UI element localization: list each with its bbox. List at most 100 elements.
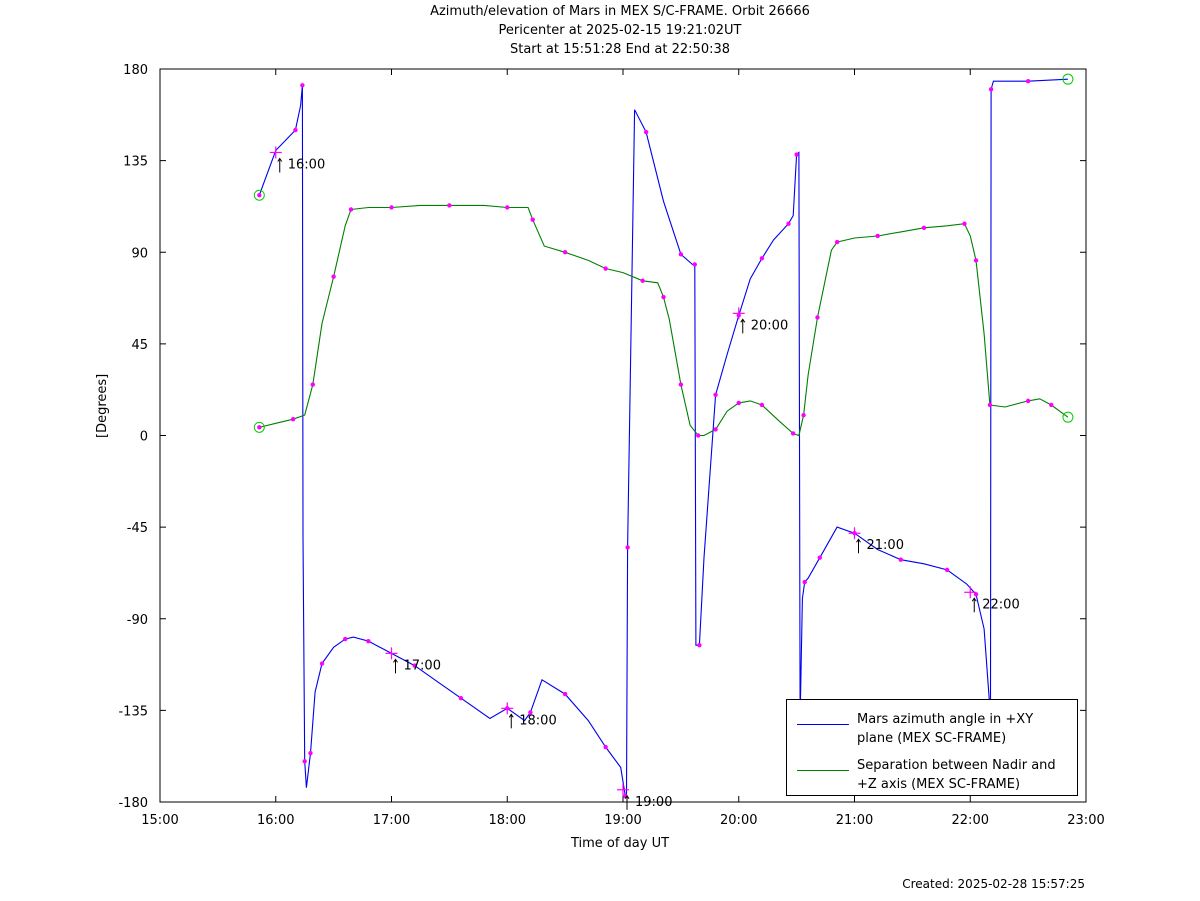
data-point-marker [348,207,354,212]
data-point-marker [412,663,417,668]
x-tick-label: 15:00 [141,813,178,828]
data-point-marker [696,433,701,438]
data-point-marker [973,258,979,263]
x-tick-label: 21:00 [836,813,873,828]
y-tick-label: 45 [131,338,148,353]
data-point-marker [661,294,666,300]
endpoint-circle-marker [1062,73,1074,85]
data-point-marker [603,744,608,750]
separation-series-line [259,204,1069,437]
data-point-marker [790,431,796,436]
x-tick-label: 20:00 [720,813,757,828]
legend-swatch-separation [797,770,849,771]
data-point-marker [366,638,371,644]
hour-annotation-label: 16:00 [288,157,325,172]
data-point-marker [293,127,298,133]
chart-subtitle-interval: Start at 15:51:28 End at 22:50:38 [509,42,731,57]
data-point-marker [713,427,718,432]
legend-label-azimuth: Mars azimuth angle in +XY plane (MEX SC-… [857,712,1034,746]
data-point-marker [389,205,394,210]
x-tick-label: 19:00 [604,813,641,828]
data-point-marker [973,592,979,597]
data-point-marker [987,402,993,408]
hour-pointer-arrow [508,713,514,718]
data-point-marker [1049,402,1054,408]
hour-annotation-label: 22:00 [982,597,1019,612]
data-point-marker [834,239,840,245]
endpoint-circle-marker [253,421,265,433]
x-tick-label: 17:00 [373,813,410,828]
data-point-marker [678,382,684,387]
data-point-marker [794,152,799,157]
x-tick-label: 18:00 [489,813,526,828]
data-point-marker [1025,398,1031,404]
y-tick-label: -180 [118,796,148,811]
y-tick-label: 180 [123,63,148,78]
created-timestamp: Created: 2025-02-28 15:57:25 [902,877,1085,891]
data-point-marker [331,274,336,279]
data-point-marker [962,221,967,226]
y-tick-label: -90 [127,613,148,628]
legend-item-separation: Separation between Nadir and +Z axis (ME… [787,750,1077,794]
data-point-marker [759,256,765,261]
data-point-marker [530,217,535,222]
data-point-marker [300,83,305,88]
hour-annotation-label: 17:00 [404,658,441,673]
data-point-marker [640,278,645,283]
hour-pointer-arrow [971,597,977,602]
data-point-marker [801,412,806,418]
endpoint-circle-marker [1062,411,1074,423]
data-point-marker [643,129,649,135]
data-point-marker [1025,79,1031,84]
hour-annotation-label: 20:00 [751,318,788,333]
plot-frame [159,68,1087,803]
data-point-marker [759,402,765,408]
legend-swatch-azimuth [797,724,849,725]
data-point-marker [562,691,568,697]
y-axis-label: [Degrees] [95,373,110,438]
legend-label-separation: Separation between Nadir and +Z axis (ME… [857,758,1056,792]
data-point-marker [625,545,630,550]
data-point-marker [815,315,820,320]
hour-pointer-arrow [393,658,398,663]
y-tick-label: 135 [123,155,148,170]
x-axis-label: Time of day UT [570,836,670,851]
data-point-marker [319,661,325,666]
data-point-marker [603,266,608,271]
data-point-marker [257,193,262,198]
data-point-marker [921,225,927,231]
hour-annotation-label: 18:00 [519,713,556,728]
data-point-marker [736,400,741,406]
y-tick-label: 0 [140,430,148,445]
y-tick-label: 90 [131,246,148,261]
data-point-marker [697,643,702,648]
data-point-marker [343,636,348,642]
endpoint-circle-marker [253,189,265,201]
data-point-marker [310,382,315,387]
data-point-marker [875,233,880,239]
data-point-marker [786,221,791,226]
data-point-marker [817,555,822,560]
y-tick-label: -135 [118,704,148,719]
x-tick-label: 16:00 [257,813,294,828]
data-point-marker [944,567,950,573]
chart-title: Azimuth/elevation of Mars in MEX S/C-FRA… [430,4,810,19]
data-point-marker [802,579,807,585]
hour-pointer-arrow [277,157,283,162]
data-point-marker [988,87,994,92]
legend-item-azimuth: Mars azimuth angle in +XY plane (MEX SC-… [787,704,1077,748]
hour-pointer-arrow [740,318,746,323]
hour-annotation-label: 21:00 [867,538,904,553]
data-point-marker [257,425,262,430]
hour-pointer-arrow [856,538,861,543]
data-point-marker [713,392,718,397]
data-point-marker [308,750,313,756]
y-tick-label: -45 [127,521,148,536]
azimuth-series-line [258,78,1068,797]
data-point-marker [458,695,464,701]
legend: Mars azimuth angle in +XY plane (MEX SC-… [786,699,1078,796]
data-point-marker [678,252,684,257]
data-point-marker [528,710,533,715]
data-point-marker [692,262,697,267]
